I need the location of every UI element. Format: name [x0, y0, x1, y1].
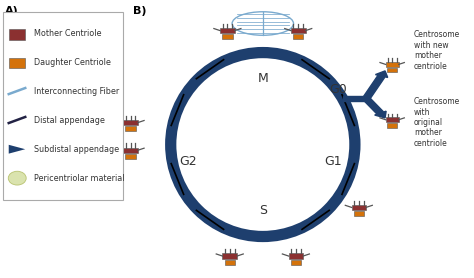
Text: G1: G1	[324, 155, 342, 168]
Ellipse shape	[8, 171, 26, 185]
Text: G0: G0	[329, 83, 346, 96]
Text: B): B)	[133, 6, 146, 16]
Bar	[291, 260, 301, 265]
Text: Centrosome
with new
mother
centriole: Centrosome with new mother centriole	[414, 30, 460, 71]
Text: M: M	[257, 72, 268, 85]
Bar	[222, 34, 233, 39]
Bar	[386, 62, 399, 67]
Bar	[9, 29, 25, 39]
Bar	[126, 154, 136, 159]
Polygon shape	[9, 145, 25, 154]
Ellipse shape	[171, 53, 355, 237]
Bar	[293, 34, 303, 39]
Text: Interconnecting Fiber: Interconnecting Fiber	[34, 87, 119, 96]
Text: S: S	[259, 204, 267, 217]
Text: Centrosome
with
original
mother
centriole: Centrosome with original mother centriol…	[414, 97, 460, 148]
Bar	[9, 58, 25, 68]
Text: Distal appendage: Distal appendage	[34, 116, 105, 125]
Bar	[354, 211, 364, 216]
Bar	[386, 117, 399, 122]
Ellipse shape	[17, 23, 74, 73]
Text: Daughter Centriole: Daughter Centriole	[34, 58, 110, 67]
Bar	[123, 148, 138, 153]
Text: Mother Centriole: Mother Centriole	[34, 29, 101, 38]
Bar	[387, 123, 397, 128]
Bar	[40, 57, 49, 61]
FancyArrow shape	[363, 98, 386, 118]
Bar	[220, 28, 235, 33]
Bar	[225, 260, 235, 265]
Bar	[352, 205, 366, 210]
FancyArrow shape	[363, 71, 388, 99]
Bar	[291, 28, 306, 33]
Text: G2: G2	[179, 155, 197, 168]
Bar	[126, 126, 136, 131]
Text: A): A)	[5, 6, 19, 16]
FancyArrow shape	[343, 95, 369, 103]
Bar	[123, 120, 138, 125]
Bar	[289, 254, 303, 259]
Bar	[222, 254, 237, 259]
Text: Pericentriolar material: Pericentriolar material	[34, 174, 124, 183]
Bar	[387, 68, 397, 72]
Bar	[39, 52, 51, 56]
Bar	[3, 12, 124, 200]
Text: Subdistal appendage: Subdistal appendage	[34, 145, 119, 154]
